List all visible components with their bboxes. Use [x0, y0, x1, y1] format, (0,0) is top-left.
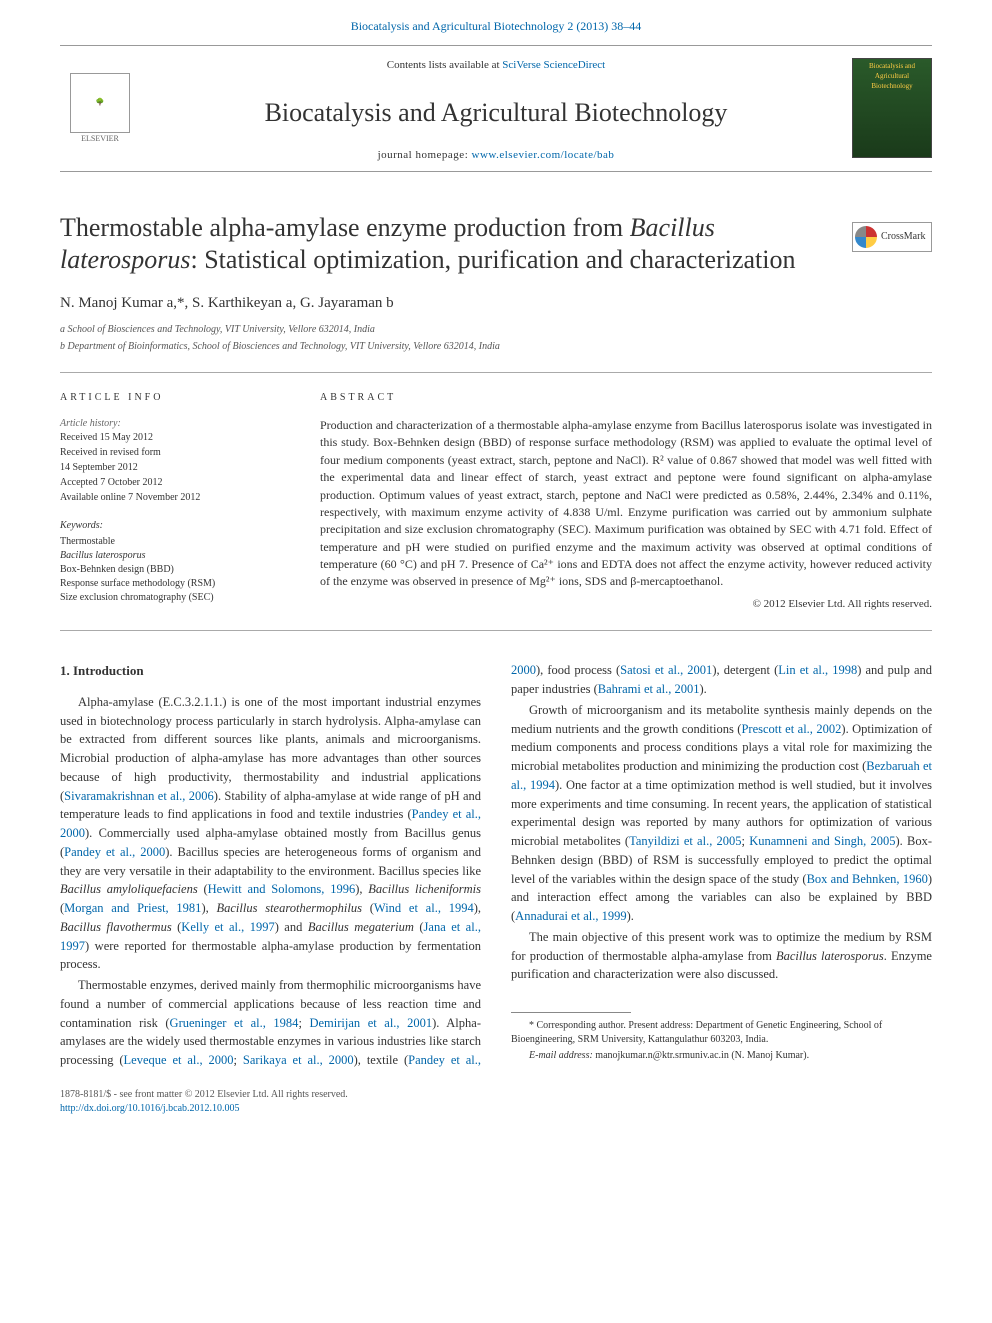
affiliation-a: a School of Biosciences and Technology, … [60, 322, 932, 337]
elsevier-label: ELSEVIER [81, 133, 119, 144]
rule-bottom [60, 630, 932, 631]
footer-doi-link[interactable]: http://dx.doi.org/10.1016/j.bcab.2012.10… [60, 1103, 240, 1114]
intro-p3: Growth of microorganism and its metaboli… [511, 701, 932, 926]
citation-link[interactable]: Bahrami et al., 2001 [598, 682, 700, 696]
intro-p1: Alpha-amylase (E.C.3.2.1.1.) is one of t… [60, 693, 481, 974]
citation-link[interactable]: Sivaramakrishnan et al., 2006 [64, 789, 214, 803]
history-line: Received in revised form [60, 446, 280, 460]
citation-link[interactable]: Tanyildizi et al., 2005 [629, 834, 741, 848]
cover-text: Biocatalysis and Agricultural Biotechnol… [856, 62, 928, 91]
crossmark-label: CrossMark [881, 230, 925, 244]
citation-link[interactable]: Satosi et al., 2001 [620, 663, 712, 677]
footnote-rule [511, 1012, 631, 1013]
article-info-heading: ARTICLE INFO [60, 391, 280, 405]
rule-top [60, 372, 932, 373]
citation-link[interactable]: Leveque et al., 2000 [124, 1053, 234, 1067]
history-line: Available online 7 November 2012 [60, 491, 280, 505]
journal-cover-icon: Biocatalysis and Agricultural Biotechnol… [852, 58, 932, 158]
elsevier-logo: 🌳 ELSEVIER [60, 63, 140, 153]
journal-ref-link[interactable]: Biocatalysis and Agricultural Biotechnol… [351, 19, 642, 33]
affiliation-b: b Department of Bioinformatics, School o… [60, 339, 932, 354]
history-label: Article history: [60, 417, 280, 431]
history-line: Received 15 May 2012 [60, 431, 280, 445]
page-footer: 1878-8181/$ - see front matter © 2012 El… [60, 1088, 932, 1116]
keyword: Size exclusion chromatography (SEC) [60, 591, 280, 605]
citation-link[interactable]: Prescott et al., 2002 [741, 722, 841, 736]
footer-issn: 1878-8181/$ - see front matter © 2012 El… [60, 1088, 932, 1102]
homepage-prefix: journal homepage: [378, 149, 472, 161]
citation-link[interactable]: Hewitt and Solomons, 1996 [208, 882, 356, 896]
keyword: Thermostable [60, 535, 280, 549]
history-line: 14 September 2012 [60, 461, 280, 475]
keyword: Response surface methodology (RSM) [60, 577, 280, 591]
homepage-link[interactable]: www.elsevier.com/locate/bab [472, 149, 615, 161]
citation-link[interactable]: Box and Behnken, 1960 [807, 872, 928, 886]
citation-link[interactable]: Demirijan et al., 2001 [309, 1016, 432, 1030]
elsevier-tree-icon: 🌳 [70, 73, 130, 133]
crossmark-badge[interactable]: CrossMark [852, 222, 932, 252]
history-line: Accepted 7 October 2012 [60, 476, 280, 490]
sciencedirect-link[interactable]: SciVerse ScienceDirect [502, 59, 605, 71]
abstract-text: Production and characterization of a the… [320, 417, 932, 591]
intro-p4: The main objective of this present work … [511, 928, 932, 984]
citation-link[interactable]: Lin et al., 1998 [778, 663, 857, 677]
citation-link[interactable]: Kelly et al., 1997 [181, 920, 274, 934]
footnote-corresponding: * Corresponding author. Present address:… [511, 1019, 932, 1047]
journal-header: 🌳 ELSEVIER Contents lists available at S… [60, 45, 932, 172]
citation-link[interactable]: Kunamneni and Singh, 2005 [749, 834, 895, 848]
article-info: ARTICLE INFO Article history: Received 1… [60, 391, 280, 612]
crossmark-icon [855, 226, 877, 248]
keywords-label: Keywords: [60, 519, 280, 533]
citation-link[interactable]: Wind et al., 1994 [374, 901, 474, 915]
title-part1: Thermostable alpha-amylase enzyme produc… [60, 213, 630, 242]
title-part2: : Statistical optimization, purification… [191, 245, 796, 274]
citation-link[interactable]: Grueninger et al., 1984 [170, 1016, 299, 1030]
citation-link[interactable]: Morgan and Priest, 1981 [64, 901, 201, 915]
abstract: ABSTRACT Production and characterization… [320, 391, 932, 612]
header-center: Contents lists available at SciVerse Sci… [160, 54, 832, 163]
body-columns: 1. Introduction Alpha-amylase (E.C.3.2.1… [60, 661, 932, 1070]
contents-prefix: Contents lists available at [387, 59, 502, 71]
citation-link[interactable]: Annadurai et al., 1999 [515, 909, 626, 923]
keyword: Bacillus laterosporus [60, 549, 280, 563]
section-heading: 1. Introduction [60, 661, 481, 681]
article-title: Thermostable alpha-amylase enzyme produc… [60, 212, 932, 277]
footnote-email: E-mail address: manojkumar.n@ktr.srmuniv… [511, 1049, 932, 1063]
keyword: Box-Behnken design (BBD) [60, 563, 280, 577]
citation-link[interactable]: Sarikaya et al., 2000 [243, 1053, 354, 1067]
authors: N. Manoj Kumar a,*, S. Karthikeyan a, G.… [60, 293, 932, 314]
abstract-heading: ABSTRACT [320, 391, 932, 405]
abstract-copyright: © 2012 Elsevier Ltd. All rights reserved… [320, 597, 932, 612]
journal-name: Biocatalysis and Agricultural Biotechnol… [160, 89, 832, 147]
citation-link[interactable]: Pandey et al., 2000 [64, 845, 165, 859]
